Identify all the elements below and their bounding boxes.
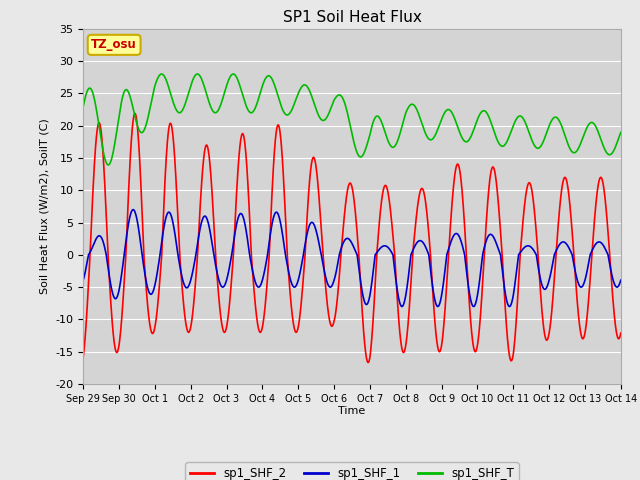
X-axis label: Time: Time bbox=[339, 407, 365, 417]
Line: sp1_SHF_T: sp1_SHF_T bbox=[83, 74, 621, 165]
sp1_SHF_2 bbox=[305, 183, 313, 189]
sp1_SHF_T bbox=[574, 146, 582, 152]
sp1_SHF_2 bbox=[335, 280, 342, 286]
sp1_SHF_2 bbox=[364, 360, 372, 365]
sp1_SHF_T bbox=[104, 162, 112, 168]
Title: SP1 Soil Heat Flux: SP1 Soil Heat Flux bbox=[283, 10, 421, 25]
sp1_SHF_1 bbox=[398, 304, 406, 310]
Text: TZ_osu: TZ_osu bbox=[92, 38, 137, 51]
sp1_SHF_1 bbox=[601, 244, 609, 250]
sp1_SHF_1 bbox=[470, 303, 478, 309]
sp1_SHF_1 bbox=[79, 277, 87, 283]
sp1_SHF_T bbox=[601, 146, 609, 152]
sp1_SHF_T bbox=[470, 126, 478, 132]
Y-axis label: Soil Heat Flux (W/m2), SoilT (C): Soil Heat Flux (W/m2), SoilT (C) bbox=[40, 119, 50, 294]
sp1_SHF_T bbox=[229, 71, 237, 77]
sp1_SHF_T bbox=[305, 87, 313, 93]
sp1_SHF_T bbox=[335, 92, 343, 98]
sp1_SHF_2 bbox=[617, 330, 625, 336]
sp1_SHF_1 bbox=[335, 255, 342, 261]
sp1_SHF_1 bbox=[310, 221, 317, 227]
sp1_SHF_2 bbox=[574, 305, 582, 311]
sp1_SHF_1 bbox=[617, 277, 625, 283]
sp1_SHF_T bbox=[79, 104, 87, 109]
sp1_SHF_2 bbox=[470, 346, 478, 352]
sp1_SHF_2 bbox=[601, 191, 609, 196]
sp1_SHF_1 bbox=[129, 207, 137, 213]
sp1_SHF_T bbox=[310, 99, 317, 105]
Line: sp1_SHF_1: sp1_SHF_1 bbox=[83, 210, 621, 307]
sp1_SHF_2 bbox=[310, 155, 317, 160]
sp1_SHF_1 bbox=[574, 279, 582, 285]
sp1_SHF_1 bbox=[305, 223, 313, 229]
sp1_SHF_T bbox=[617, 130, 625, 135]
sp1_SHF_2 bbox=[131, 110, 139, 116]
sp1_SHF_2 bbox=[79, 354, 87, 360]
Line: sp1_SHF_2: sp1_SHF_2 bbox=[83, 113, 621, 362]
Legend: sp1_SHF_2, sp1_SHF_1, sp1_SHF_T: sp1_SHF_2, sp1_SHF_1, sp1_SHF_T bbox=[186, 462, 518, 480]
